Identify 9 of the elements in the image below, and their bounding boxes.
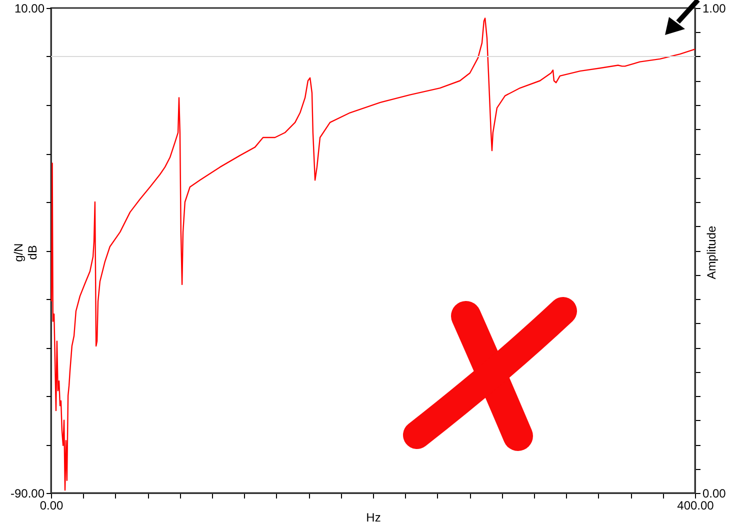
y-tick-label: 10.00 [14, 2, 45, 16]
y-axis-title: g/N dB [12, 243, 40, 262]
y2-tick-label: 1.00 [702, 2, 726, 16]
y-tick-label: -90.00 [10, 486, 45, 500]
x-tick-label: 400.00 [677, 498, 714, 512]
x-axis-title: Hz [366, 510, 381, 524]
y2-axis-title: Amplitude [704, 226, 718, 280]
line-series [50, 18, 696, 491]
y2-tick-label: 0.00 [702, 486, 726, 500]
